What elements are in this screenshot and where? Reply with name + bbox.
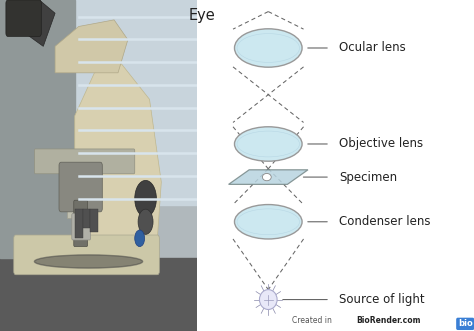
Text: Eye: Eye xyxy=(189,8,216,23)
Bar xyxy=(0,0,197,258)
Circle shape xyxy=(138,209,153,234)
Text: Specimen: Specimen xyxy=(339,170,397,184)
Polygon shape xyxy=(16,0,55,46)
Ellipse shape xyxy=(235,127,302,161)
FancyBboxPatch shape xyxy=(74,200,88,247)
Bar xyxy=(75,209,82,238)
Bar xyxy=(82,209,91,228)
Text: Created in: Created in xyxy=(292,316,334,325)
Bar xyxy=(75,0,197,205)
Bar xyxy=(0,0,75,258)
FancyBboxPatch shape xyxy=(72,213,91,240)
Bar xyxy=(67,166,94,218)
Ellipse shape xyxy=(235,205,302,239)
Ellipse shape xyxy=(263,173,271,181)
Text: bio: bio xyxy=(458,319,473,328)
FancyBboxPatch shape xyxy=(35,149,135,174)
Bar xyxy=(0,258,197,331)
Bar xyxy=(91,209,98,232)
Text: Objective lens: Objective lens xyxy=(339,137,423,151)
Circle shape xyxy=(135,180,156,217)
Polygon shape xyxy=(75,60,161,258)
Polygon shape xyxy=(55,20,128,73)
Text: Condenser lens: Condenser lens xyxy=(339,215,430,228)
FancyBboxPatch shape xyxy=(6,0,41,36)
FancyBboxPatch shape xyxy=(59,162,102,212)
Ellipse shape xyxy=(35,255,143,268)
Text: Ocular lens: Ocular lens xyxy=(339,41,406,55)
Circle shape xyxy=(135,230,145,247)
Circle shape xyxy=(259,290,277,309)
Text: Source of light: Source of light xyxy=(339,293,424,306)
Polygon shape xyxy=(228,170,308,184)
Ellipse shape xyxy=(235,29,302,67)
Text: BioRender.com: BioRender.com xyxy=(356,316,421,325)
FancyBboxPatch shape xyxy=(14,235,159,275)
